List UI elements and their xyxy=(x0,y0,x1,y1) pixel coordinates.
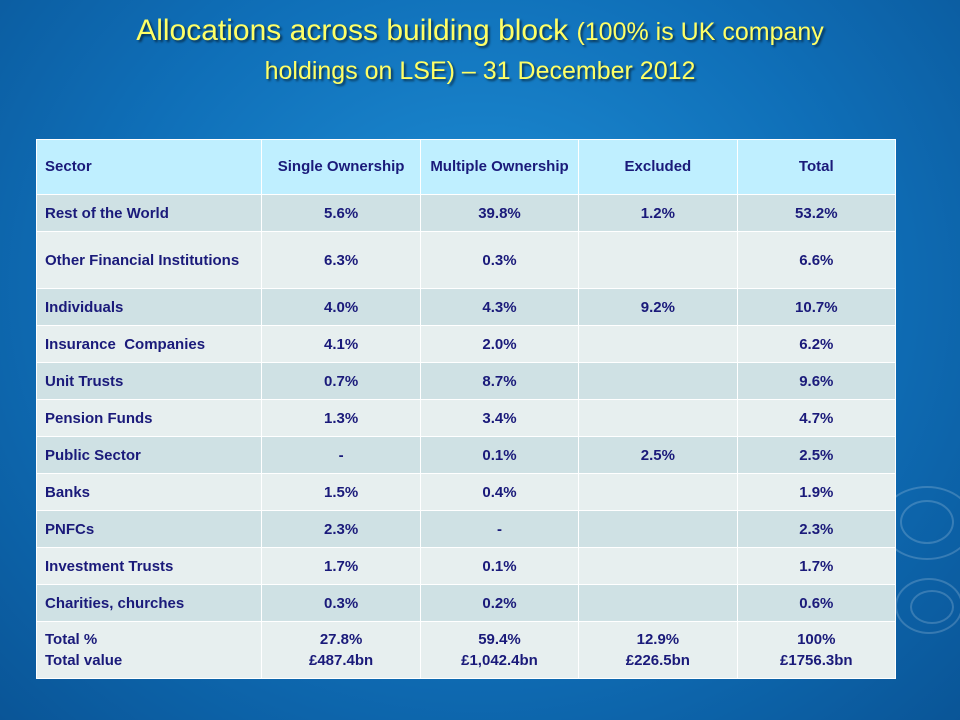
cell-excluded xyxy=(578,325,738,363)
slide-title: Allocations across building block (100% … xyxy=(0,12,960,89)
total-excluded-value: £226.5bn xyxy=(625,652,690,669)
cell-excluded xyxy=(578,584,738,622)
cell-multiple: 39.8% xyxy=(419,194,580,232)
cell-excluded xyxy=(578,362,738,400)
cell-sector: Unit Trusts xyxy=(35,362,263,400)
header-excluded: Excluded xyxy=(578,139,738,195)
cell-excluded xyxy=(578,399,738,437)
title-line-2: holdings on LSE) – 31 December 2012 xyxy=(264,57,696,85)
cell-sector: PNFCs xyxy=(35,510,263,548)
header-total: Total xyxy=(736,139,897,195)
cell-single: - xyxy=(261,436,421,474)
cell-single: 4.0% xyxy=(261,288,421,326)
cell-total: 0.6% xyxy=(736,584,897,622)
cell-total: 53.2% xyxy=(736,194,897,232)
cell-single: 4.1% xyxy=(261,325,421,363)
total-row: Total % Total value 27.8% £487.4bn 59.4%… xyxy=(35,621,897,679)
header-multiple-ownership: Multiple Ownership xyxy=(419,139,580,195)
table-row: Insurance Companies 4.1% 2.0% 6.2% xyxy=(35,325,897,363)
cell-multiple: 2.0% xyxy=(419,325,580,363)
cell-multiple: 3.4% xyxy=(419,399,580,437)
cell-sector: Public Sector xyxy=(35,436,263,474)
cell-total-excluded: 12.9% £226.5bn xyxy=(578,621,738,679)
total-single-percent: 27.8% xyxy=(319,631,363,648)
cell-total: 2.5% xyxy=(736,436,897,474)
cell-multiple: 8.7% xyxy=(419,362,580,400)
cell-total: 6.6% xyxy=(736,231,897,289)
cell-total-label: Total % Total value xyxy=(35,621,263,679)
total-total-percent: 100% xyxy=(797,631,836,648)
cell-single: 6.3% xyxy=(261,231,421,289)
cell-excluded xyxy=(578,231,738,289)
cell-total: 1.9% xyxy=(736,473,897,511)
total-multiple-percent: 59.4% xyxy=(478,631,521,648)
cell-multiple: 0.2% xyxy=(419,584,580,622)
title-small-text: (100% is UK company xyxy=(576,18,824,46)
table-row: Individuals 4.0% 4.3% 9.2% 10.7% xyxy=(35,288,897,326)
cell-single: 5.6% xyxy=(261,194,421,232)
total-excluded-percent: 12.9% xyxy=(636,631,680,648)
cell-multiple: 0.1% xyxy=(419,436,580,474)
cell-multiple: - xyxy=(419,510,580,548)
table-row: Pension Funds 1.3% 3.4% 4.7% xyxy=(35,399,897,437)
total-single-value: £487.4bn xyxy=(308,652,374,669)
cell-excluded xyxy=(578,547,738,585)
cell-sector: Insurance Companies xyxy=(35,325,263,363)
total-percent-label: Total % xyxy=(45,631,98,648)
table-row: Other Financial Institutions 6.3% 0.3% 6… xyxy=(35,231,897,289)
cell-single: 1.7% xyxy=(261,547,421,585)
table-row: Charities, churches 0.3% 0.2% 0.6% xyxy=(35,584,897,622)
cell-total-single: 27.8% £487.4bn xyxy=(261,621,421,679)
header-sector: Sector xyxy=(35,139,263,195)
cell-total: 4.7% xyxy=(736,399,897,437)
cell-total: 9.6% xyxy=(736,362,897,400)
cell-excluded: 2.5% xyxy=(578,436,738,474)
table-row: Banks 1.5% 0.4% 1.9% xyxy=(35,473,897,511)
ripple-decoration xyxy=(895,578,960,634)
cell-single: 0.3% xyxy=(261,584,421,622)
cell-total-multiple: 59.4% £1,042.4bn xyxy=(419,621,580,679)
cell-single: 1.5% xyxy=(261,473,421,511)
cell-total-total: 100% £1756.3bn xyxy=(736,621,897,679)
cell-single: 2.3% xyxy=(261,510,421,548)
cell-total: 2.3% xyxy=(736,510,897,548)
cell-excluded xyxy=(578,510,738,548)
total-value-label: Total value xyxy=(45,652,123,669)
total-multiple-value: £1,042.4bn xyxy=(461,652,538,669)
cell-multiple: 4.3% xyxy=(419,288,580,326)
table-row: Unit Trusts 0.7% 8.7% 9.6% xyxy=(35,362,897,400)
table-row: Investment Trusts 1.7% 0.1% 1.7% xyxy=(35,547,897,585)
title-line-1: Allocations across building block (100% … xyxy=(0,12,960,51)
cell-multiple: 0.4% xyxy=(419,473,580,511)
table-header-row: Sector Single Ownership Multiple Ownersh… xyxy=(35,139,897,195)
table-row: Rest of the World 5.6% 39.8% 1.2% 53.2% xyxy=(35,194,897,232)
header-single-ownership: Single Ownership xyxy=(261,139,421,195)
cell-sector: Banks xyxy=(35,473,263,511)
cell-total: 1.7% xyxy=(736,547,897,585)
cell-total: 6.2% xyxy=(736,325,897,363)
cell-excluded: 9.2% xyxy=(578,288,738,326)
total-total-value: £1756.3bn xyxy=(780,652,853,669)
cell-sector: Pension Funds xyxy=(35,399,263,437)
allocation-table: Sector Single Ownership Multiple Ownersh… xyxy=(35,139,897,679)
cell-single: 1.3% xyxy=(261,399,421,437)
cell-sector: Other Financial Institutions xyxy=(35,231,263,289)
cell-multiple: 0.1% xyxy=(419,547,580,585)
cell-sector: Rest of the World xyxy=(35,194,263,232)
cell-sector: Investment Trusts xyxy=(35,547,263,585)
cell-multiple: 0.3% xyxy=(419,231,580,289)
cell-excluded xyxy=(578,473,738,511)
cell-sector: Charities, churches xyxy=(35,584,263,622)
table-row: Public Sector - 0.1% 2.5% 2.5% xyxy=(35,436,897,474)
cell-total: 10.7% xyxy=(736,288,897,326)
title-main-text: Allocations across building block xyxy=(136,14,577,47)
cell-single: 0.7% xyxy=(261,362,421,400)
cell-excluded: 1.2% xyxy=(578,194,738,232)
cell-sector: Individuals xyxy=(35,288,263,326)
table-row: PNFCs 2.3% - 2.3% xyxy=(35,510,897,548)
